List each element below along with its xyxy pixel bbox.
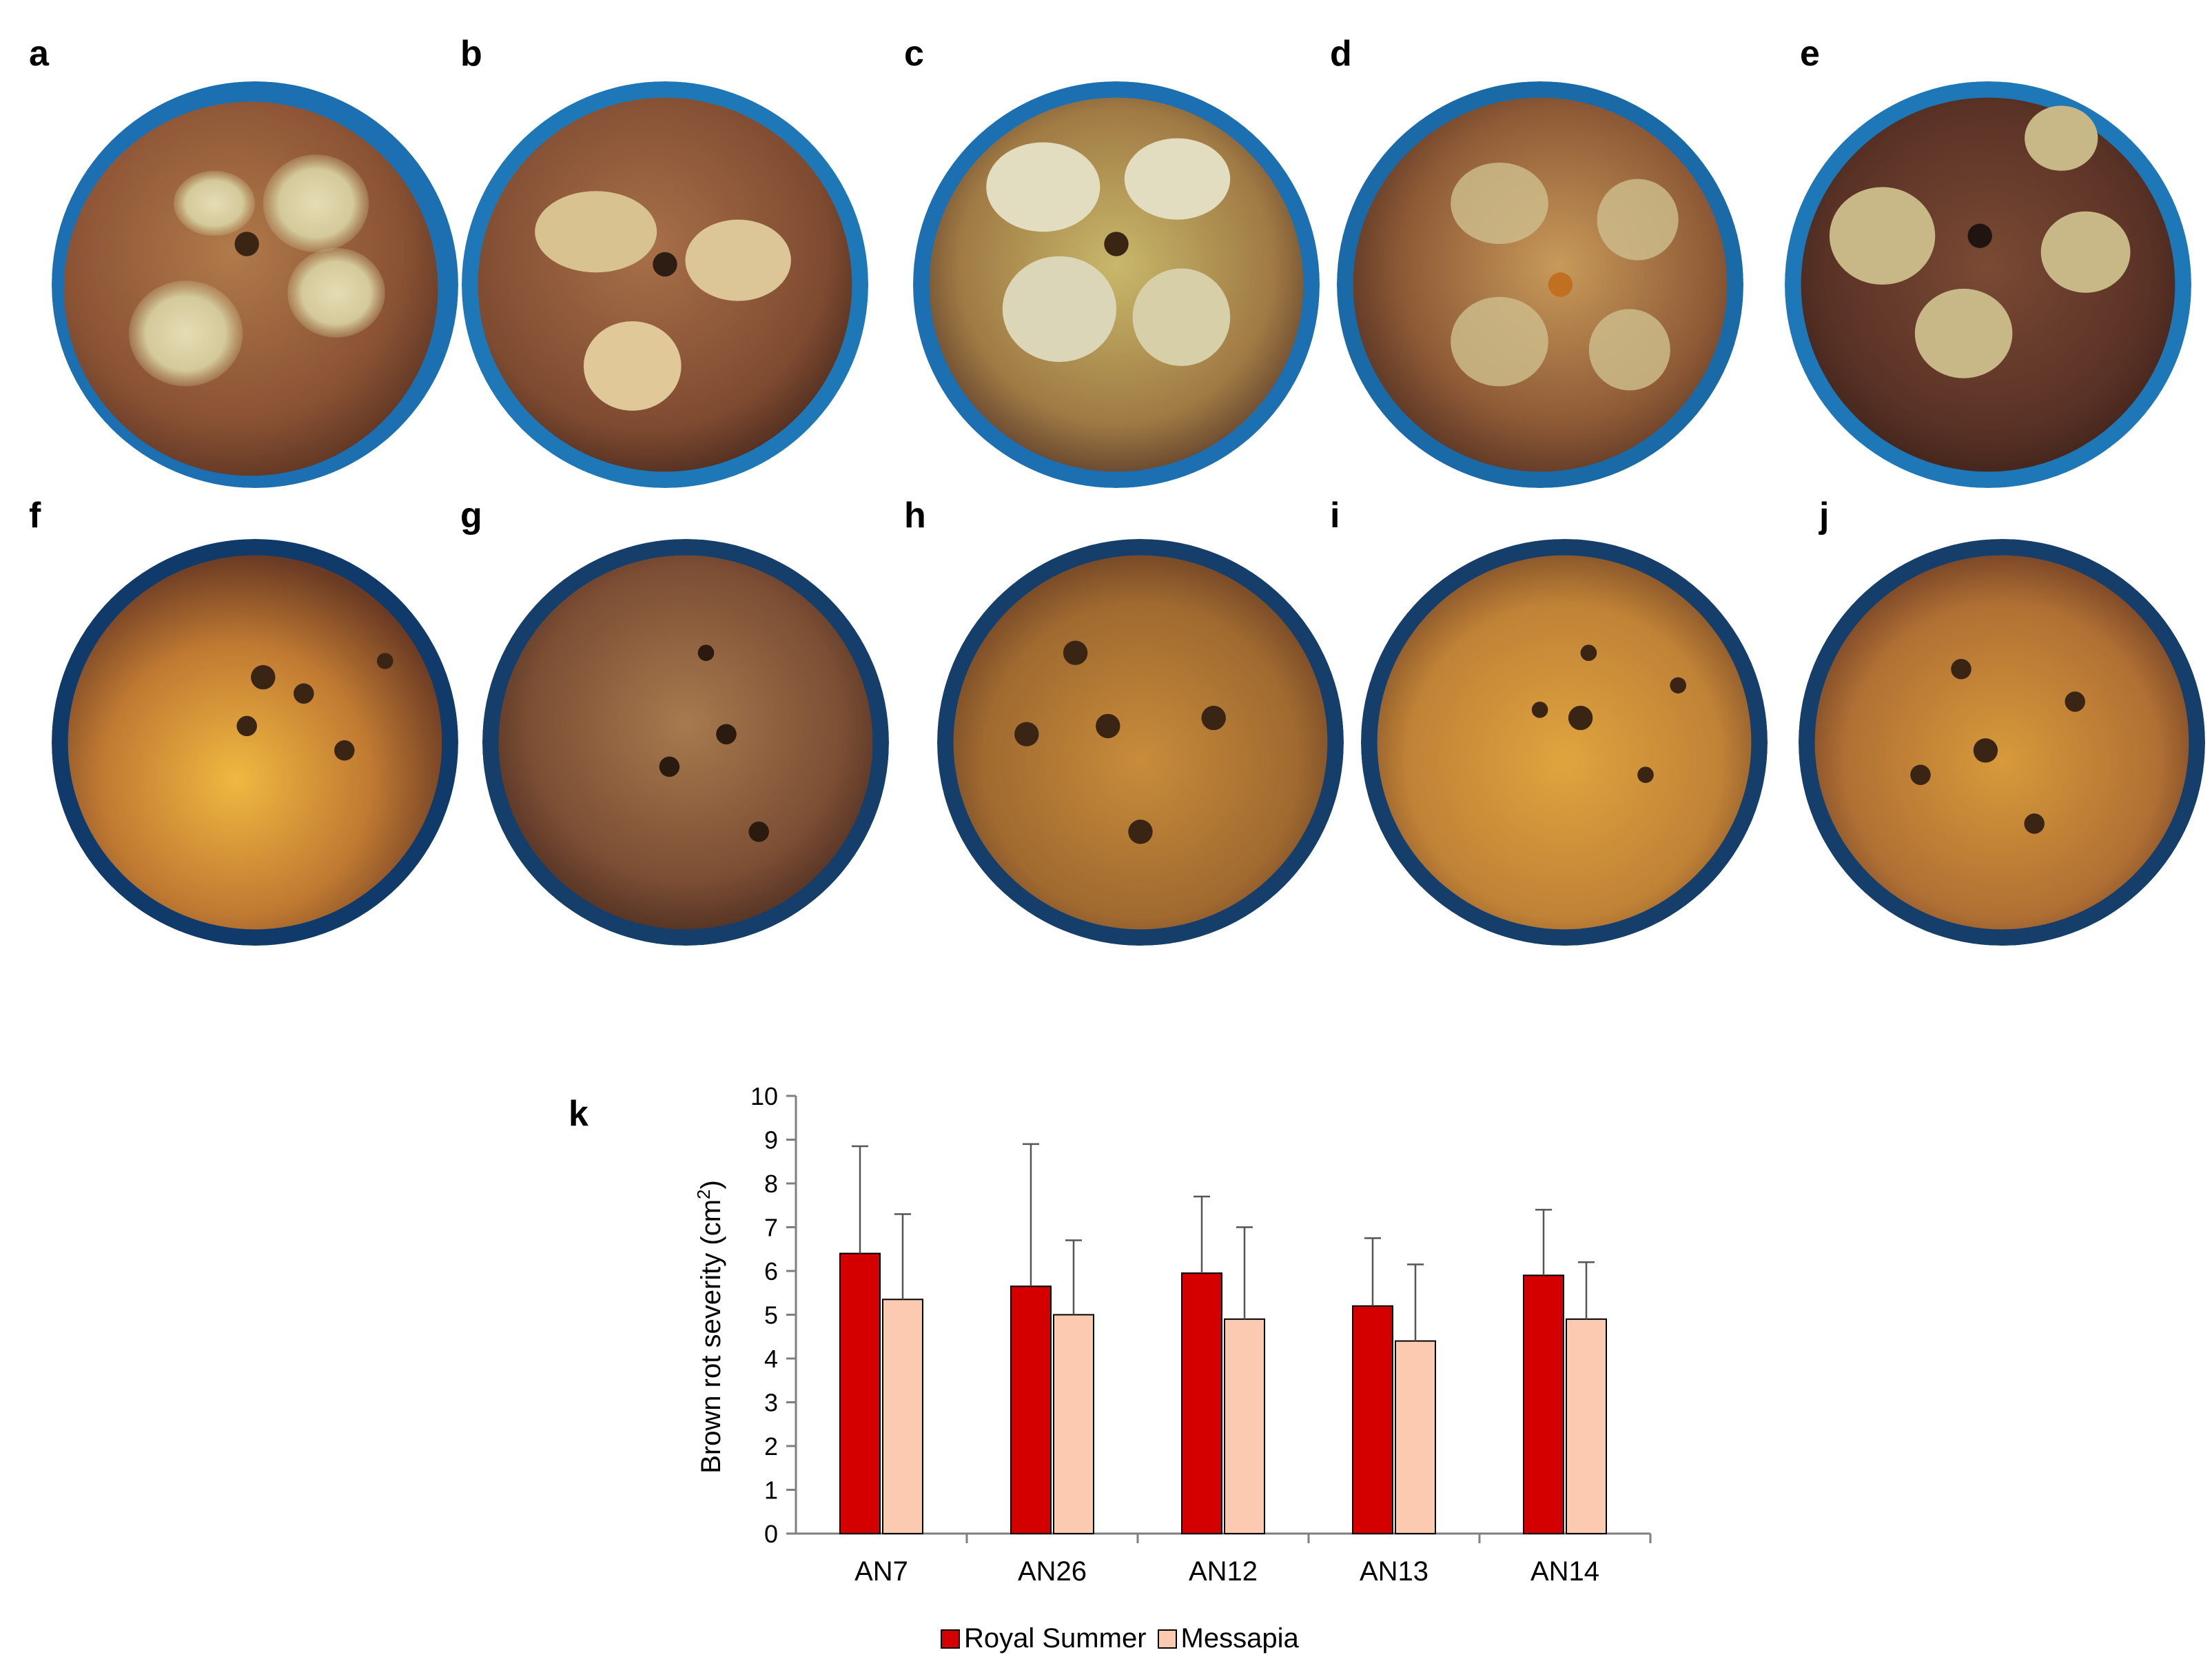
x-category-label: AN14: [1530, 1556, 1599, 1587]
y-axis-title-sup: 2: [693, 1190, 714, 1199]
panel-label-a: a: [29, 34, 49, 74]
legend-swatch-royal-summer: [941, 1629, 960, 1649]
legend-item-messapia: Messapia: [1157, 1623, 1299, 1654]
panel-label-g: g: [460, 496, 482, 536]
bar-royal-summer-an7: [839, 1252, 881, 1534]
fruit-photo-a: [52, 81, 458, 488]
fruit-photo-e: [1785, 81, 2191, 488]
panel-label-j: j: [1819, 496, 1830, 536]
y-tick-label: 0: [764, 1520, 778, 1548]
bar-royal-summer-an13: [1352, 1305, 1393, 1535]
bar-royal-summer-an26: [1010, 1285, 1052, 1534]
y-axis-title: Brown rot severity (cm2): [693, 1180, 726, 1474]
fruit-photo-d: [1337, 81, 1743, 488]
y-tick-label: 6: [764, 1257, 778, 1285]
y-axis-title-main: Brown rot severity (cm: [696, 1199, 726, 1474]
legend-label-messapia: Messapia: [1180, 1623, 1299, 1653]
y-tick-label: 2: [764, 1432, 778, 1461]
panel-label-f: f: [29, 496, 41, 536]
legend-label-royal-summer: Royal Summer: [964, 1623, 1147, 1653]
bar-messapia-an13: [1395, 1340, 1436, 1534]
panel-label-i: i: [1330, 496, 1340, 536]
bar-messapia-an14: [1566, 1318, 1607, 1534]
panel-label-e: e: [1800, 34, 1820, 74]
legend-swatch-messapia: [1157, 1629, 1177, 1649]
panel-label-d: d: [1330, 34, 1352, 74]
y-tick-label: 8: [764, 1170, 778, 1198]
y-tick-label: 3: [764, 1389, 778, 1417]
y-tick-label: 1: [764, 1476, 778, 1505]
bar-messapia-an12: [1224, 1318, 1265, 1534]
panel-label-k: k: [569, 1094, 588, 1134]
chart-legend: Royal Summer Messapia: [941, 1623, 1310, 1654]
x-category-label: AN7: [854, 1556, 908, 1587]
x-category-label: AN12: [1189, 1556, 1258, 1587]
y-axis-title-end: ): [696, 1180, 726, 1189]
y-tick-label: 4: [764, 1345, 778, 1373]
y-tick-label: 7: [764, 1214, 778, 1242]
bar-royal-summer-an12: [1181, 1272, 1222, 1535]
bar-messapia-an26: [1053, 1314, 1094, 1534]
fruit-photo-j: [1799, 539, 2205, 946]
y-tick-label: 10: [750, 1082, 778, 1110]
bar-royal-summer-an14: [1523, 1274, 1564, 1534]
legend-item-royal-summer: Royal Summer: [941, 1623, 1147, 1654]
x-category-label: AN26: [1018, 1556, 1087, 1587]
y-tick-label: 5: [764, 1301, 778, 1330]
fruit-photo-c: [913, 81, 1320, 488]
panel-label-c: c: [904, 34, 924, 74]
fruit-photo-g: [482, 539, 889, 946]
y-tick-label: 9: [764, 1126, 778, 1154]
fruit-photo-b: [462, 81, 868, 488]
fruit-photo-f: [52, 539, 458, 946]
panel-label-b: b: [460, 34, 482, 74]
x-category-label: AN13: [1360, 1556, 1428, 1587]
bar-messapia-an7: [882, 1299, 923, 1535]
panel-label-h: h: [904, 496, 926, 536]
fruit-photo-i: [1361, 539, 1768, 946]
fruit-photo-h: [937, 539, 1344, 946]
